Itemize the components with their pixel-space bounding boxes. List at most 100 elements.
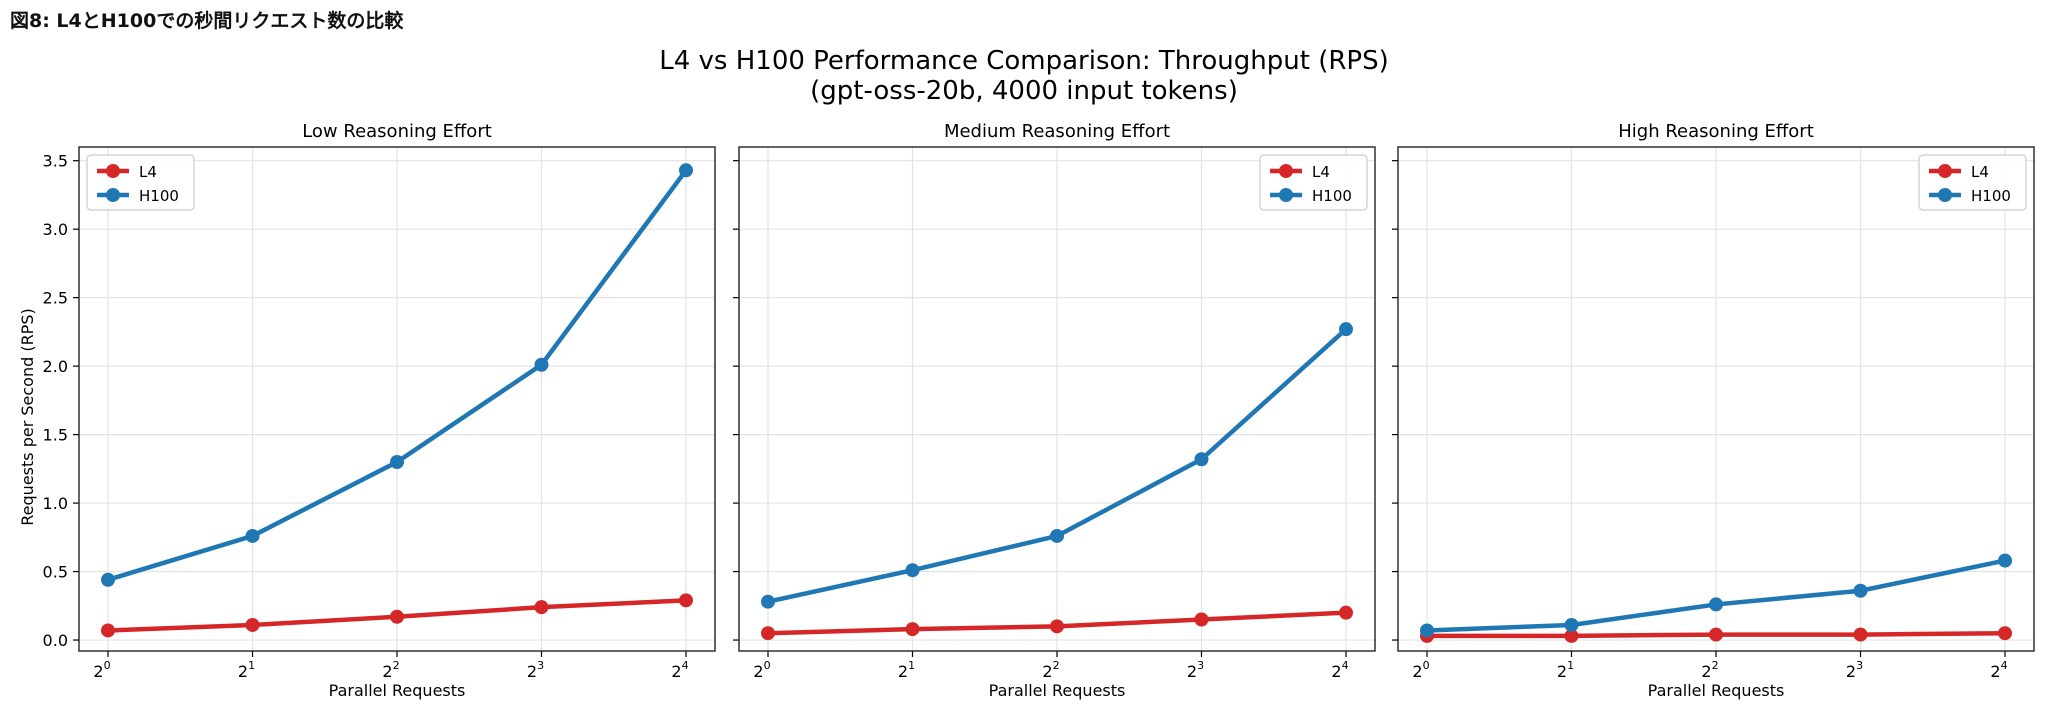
y-tick-label: 1.0 bbox=[43, 494, 68, 513]
x-tick-label: 21 bbox=[898, 659, 915, 681]
data-point-h100 bbox=[1998, 553, 2012, 568]
data-point-h100 bbox=[761, 594, 775, 609]
legend-swatch-marker bbox=[1938, 188, 1952, 202]
x-tick-base: 2 bbox=[238, 662, 248, 681]
x-tick-base: 2 bbox=[898, 662, 908, 681]
x-tick-exponent: 2 bbox=[1053, 659, 1060, 672]
data-point-l4 bbox=[679, 593, 693, 608]
data-point-h100 bbox=[679, 163, 693, 178]
data-point-l4 bbox=[1709, 627, 1723, 642]
x-tick-base: 2 bbox=[527, 662, 537, 681]
data-point-l4 bbox=[905, 622, 920, 637]
legend-swatch-marker bbox=[1279, 188, 1293, 202]
x-tick-base: 2 bbox=[1042, 662, 1052, 681]
data-point-h100 bbox=[905, 563, 920, 578]
y-tick-label: 0.0 bbox=[43, 631, 68, 650]
x-tick-exponent: 2 bbox=[393, 659, 400, 672]
data-point-l4 bbox=[534, 600, 549, 615]
chart-subtitle: (gpt-oss-20b, 4000 input tokens) bbox=[810, 76, 1238, 106]
x-tick-exponent: 3 bbox=[537, 659, 544, 672]
x-tick-exponent: 0 bbox=[1423, 659, 1430, 672]
chart-title: L4 vs H100 Performance Comparison: Throu… bbox=[659, 46, 1388, 76]
legend-label: L4 bbox=[1971, 163, 1989, 181]
x-tick-exponent: 3 bbox=[1197, 659, 1204, 672]
data-point-l4 bbox=[1194, 612, 1209, 627]
x-tick-label: 22 bbox=[382, 659, 399, 681]
x-tick-exponent: 1 bbox=[908, 659, 915, 672]
x-tick-label: 22 bbox=[1042, 659, 1059, 681]
legend-label: H100 bbox=[1312, 187, 1352, 205]
plot-frame bbox=[1397, 146, 2035, 652]
legend-swatch-marker bbox=[1279, 164, 1293, 178]
data-point-h100 bbox=[534, 357, 549, 372]
x-axis-label: Parallel Requests bbox=[1648, 681, 1785, 700]
legend-label: L4 bbox=[1312, 163, 1330, 181]
plot-frame bbox=[738, 146, 1376, 652]
data-point-l4 bbox=[1050, 619, 1064, 634]
x-tick-exponent: 1 bbox=[248, 659, 255, 672]
x-tick-base: 2 bbox=[1701, 662, 1711, 681]
x-tick-base: 2 bbox=[1557, 662, 1567, 681]
y-tick-label: 0.5 bbox=[43, 563, 68, 582]
data-point-l4 bbox=[245, 617, 260, 632]
y-tick-label: 3.0 bbox=[43, 220, 68, 239]
panel-title: Low Reasoning Effort bbox=[302, 121, 492, 142]
x-tick-label: 21 bbox=[238, 659, 255, 681]
data-point-h100 bbox=[390, 455, 404, 469]
data-point-l4 bbox=[1564, 628, 1579, 643]
figure-caption: 図8: L4とH100での秒間リクエスト数の比較 bbox=[10, 10, 404, 32]
x-tick-base: 2 bbox=[1846, 662, 1856, 681]
data-point-h100 bbox=[1564, 617, 1579, 632]
data-point-h100 bbox=[1050, 528, 1064, 543]
x-tick-label: 20 bbox=[753, 659, 770, 681]
x-tick-exponent: 0 bbox=[104, 659, 111, 672]
data-point-l4 bbox=[101, 623, 115, 638]
panel-title: Medium Reasoning Effort bbox=[944, 121, 1170, 142]
x-tick-label: 20 bbox=[1412, 659, 1429, 681]
legend-swatch-marker bbox=[1938, 164, 1952, 178]
x-tick-label: 23 bbox=[1187, 659, 1204, 681]
x-axis-label: Parallel Requests bbox=[329, 681, 466, 700]
x-tick-label: 21 bbox=[1557, 659, 1574, 681]
plot-frame bbox=[78, 146, 716, 652]
x-tick-base: 2 bbox=[1412, 662, 1422, 681]
x-tick-base: 2 bbox=[382, 662, 392, 681]
x-tick-label: 24 bbox=[671, 659, 688, 681]
y-tick-label: 2.5 bbox=[43, 289, 68, 308]
y-tick-label: 2.0 bbox=[43, 357, 68, 376]
x-tick-label: 23 bbox=[527, 659, 544, 681]
data-point-h100 bbox=[245, 528, 260, 543]
x-tick-base: 2 bbox=[1331, 662, 1341, 681]
x-tick-label: 20 bbox=[93, 659, 110, 681]
y-axis-label: Requests per Second (RPS) bbox=[18, 308, 37, 525]
data-point-h100 bbox=[1709, 597, 1723, 612]
x-tick-base: 2 bbox=[753, 662, 763, 681]
x-tick-base: 2 bbox=[671, 662, 681, 681]
data-point-l4 bbox=[390, 609, 404, 624]
x-tick-base: 2 bbox=[93, 662, 103, 681]
x-tick-label: 23 bbox=[1846, 659, 1863, 681]
data-point-l4 bbox=[1998, 626, 2012, 641]
x-tick-exponent: 4 bbox=[682, 659, 689, 672]
panel-title: High Reasoning Effort bbox=[1618, 121, 1814, 142]
x-tick-exponent: 1 bbox=[1567, 659, 1574, 672]
legend-label: H100 bbox=[1971, 187, 2011, 205]
data-point-l4 bbox=[761, 626, 775, 641]
data-point-h100 bbox=[1420, 623, 1434, 638]
legend: L4 H100 bbox=[86, 154, 195, 211]
legend: L4 H100 bbox=[1918, 154, 2027, 211]
x-tick-label: 22 bbox=[1701, 659, 1718, 681]
data-point-l4 bbox=[1853, 627, 1868, 642]
y-tick-label: 1.5 bbox=[43, 426, 68, 445]
x-tick-label: 24 bbox=[1990, 659, 2007, 681]
x-tick-exponent: 4 bbox=[1342, 659, 1349, 672]
legend-label: L4 bbox=[139, 163, 157, 181]
legend-swatch-marker bbox=[106, 164, 120, 178]
legend: L4 H100 bbox=[1259, 154, 1368, 211]
y-tick-label: 3.5 bbox=[43, 152, 68, 171]
